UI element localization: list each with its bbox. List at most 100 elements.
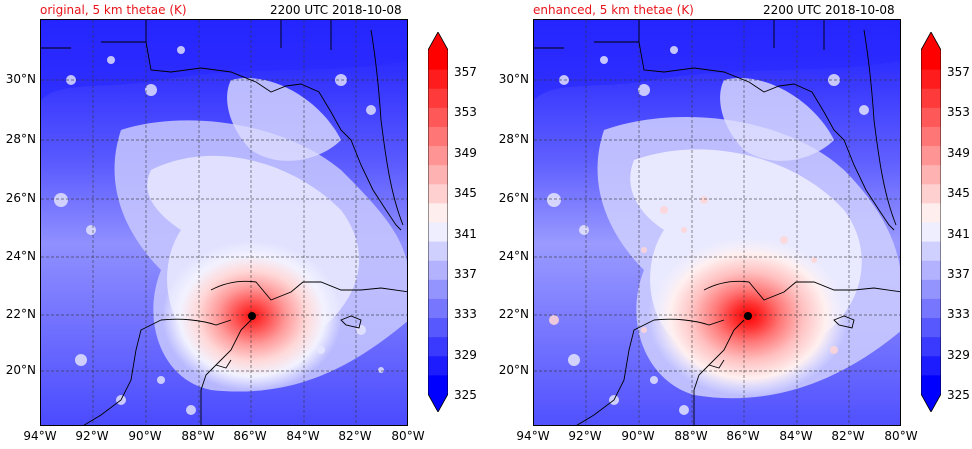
panel-timestamp: 2200 UTC 2018-10-08: [763, 3, 895, 17]
colorbar-swatch: [428, 164, 448, 185]
lat-label: 28°N: [498, 132, 529, 146]
colorbar-label: 353: [454, 105, 477, 119]
map-original-svg: [41, 20, 407, 425]
colorbar-extend-max: [921, 32, 941, 50]
colorbar-swatch: [921, 126, 941, 147]
colorbar-swatch: [428, 279, 448, 299]
colorbar-swatch: [428, 126, 448, 147]
lat-label: 28°N: [5, 132, 36, 146]
colorbar-swatch: [921, 298, 941, 319]
colorbar-swatch: [428, 222, 448, 242]
lat-label: 20°N: [5, 363, 36, 377]
lon-label: 84°W: [779, 429, 813, 443]
panel-title: enhanced, 5 km thetae (K): [533, 3, 694, 17]
colorbar-label: 357: [947, 65, 970, 79]
lon-label: 80°W: [391, 429, 425, 443]
colorbar-swatch: [428, 260, 448, 280]
colorbar-swatch: [921, 88, 941, 108]
panel-title: original, 5 km thetae (K): [40, 3, 187, 17]
colorbar-swatch: [921, 107, 941, 127]
colorbar-swatch: [428, 241, 448, 261]
lat-label: 22°N: [498, 307, 529, 321]
colorbar-label: 329: [947, 348, 970, 362]
lat-label: 30°N: [498, 72, 529, 86]
lon-label: 82°W: [831, 429, 865, 443]
map-enhanced: [533, 19, 901, 426]
colorbar-label: 353: [947, 105, 970, 119]
storm-center-marker: [248, 312, 256, 320]
colorbar-swatch: [428, 107, 448, 127]
colorbar-swatch: [428, 355, 448, 376]
colorbar-extend-min: [921, 394, 941, 412]
panel-original: original, 5 km thetae (K) 2200 UTC 2018-…: [5, 3, 477, 443]
colorbar-label: 341: [454, 227, 477, 241]
colorbar-label: 329: [454, 348, 477, 362]
colorbar-swatch: [428, 298, 448, 319]
lat-label: 24°N: [498, 249, 529, 263]
panel-enhanced: enhanced, 5 km thetae (K) 2200 UTC 2018-…: [493, 0, 972, 449]
lon-label: 86°W: [726, 429, 760, 443]
colorbar: [921, 32, 941, 412]
colorbar-label: 325: [454, 388, 477, 402]
colorbar-label: 333: [454, 307, 477, 321]
lat-label: 20°N: [498, 363, 529, 377]
lon-label: 88°W: [181, 429, 215, 443]
colorbar-swatch: [428, 336, 448, 357]
map-original: [40, 19, 408, 426]
colorbar-swatch: [428, 374, 448, 395]
colorbar-swatch: [921, 50, 941, 70]
colorbar: [428, 32, 448, 412]
colorbar-swatch: [921, 202, 941, 223]
colorbar-extend-max: [428, 32, 448, 50]
lon-label: 92°W: [568, 429, 602, 443]
colorbar-swatch: [921, 317, 941, 338]
colorbar-swatch: [921, 241, 941, 261]
lat-label: 26°N: [5, 191, 36, 205]
colorbar-label: 325: [947, 388, 970, 402]
colorbar-swatch: [921, 69, 941, 89]
lon-label: 94°W: [516, 429, 550, 443]
colorbar-swatch: [428, 183, 448, 204]
lat-label: 26°N: [498, 191, 529, 205]
colorbar-swatch: [428, 145, 448, 166]
colorbar-label: 337: [454, 267, 477, 281]
lon-label: 90°W: [621, 429, 655, 443]
lon-label: 82°W: [338, 429, 372, 443]
lat-label: 30°N: [5, 72, 36, 86]
colorbar-label: 345: [947, 186, 970, 200]
colorbar-extend-min: [428, 394, 448, 412]
storm-center-marker: [744, 312, 752, 320]
colorbar-swatch: [428, 69, 448, 89]
colorbar-swatch: [428, 88, 448, 108]
colorbar-label: 333: [947, 307, 970, 321]
colorbar-label: 345: [454, 186, 477, 200]
colorbar-swatch: [428, 317, 448, 338]
lat-label: 22°N: [5, 307, 36, 321]
lon-label: 92°W: [75, 429, 109, 443]
colorbar-label: 357: [454, 65, 477, 79]
lon-label: 86°W: [233, 429, 267, 443]
colorbar-swatch: [921, 336, 941, 357]
colorbar-swatch: [921, 260, 941, 280]
colorbar-swatch: [921, 183, 941, 204]
lon-label: 88°W: [674, 429, 708, 443]
colorbar-swatch: [921, 222, 941, 242]
colorbar-swatch: [428, 202, 448, 223]
colorbar-swatch: [921, 145, 941, 166]
panel-timestamp: 2200 UTC 2018-10-08: [270, 3, 402, 17]
colorbar-swatch: [921, 355, 941, 376]
colorbar-swatch: [428, 50, 448, 70]
colorbar-label: 337: [947, 267, 970, 281]
lon-label: 84°W: [286, 429, 320, 443]
map-enhanced-svg: [534, 20, 900, 425]
colorbar-swatch: [921, 374, 941, 395]
colorbar-label: 349: [947, 146, 970, 160]
colorbar-label: 341: [947, 227, 970, 241]
lon-label: 90°W: [128, 429, 162, 443]
colorbar-label: 349: [454, 146, 477, 160]
colorbar-swatch: [921, 279, 941, 299]
colorbar-swatch: [921, 164, 941, 185]
lon-label: 94°W: [23, 429, 57, 443]
lat-label: 24°N: [5, 249, 36, 263]
lon-label: 80°W: [884, 429, 918, 443]
